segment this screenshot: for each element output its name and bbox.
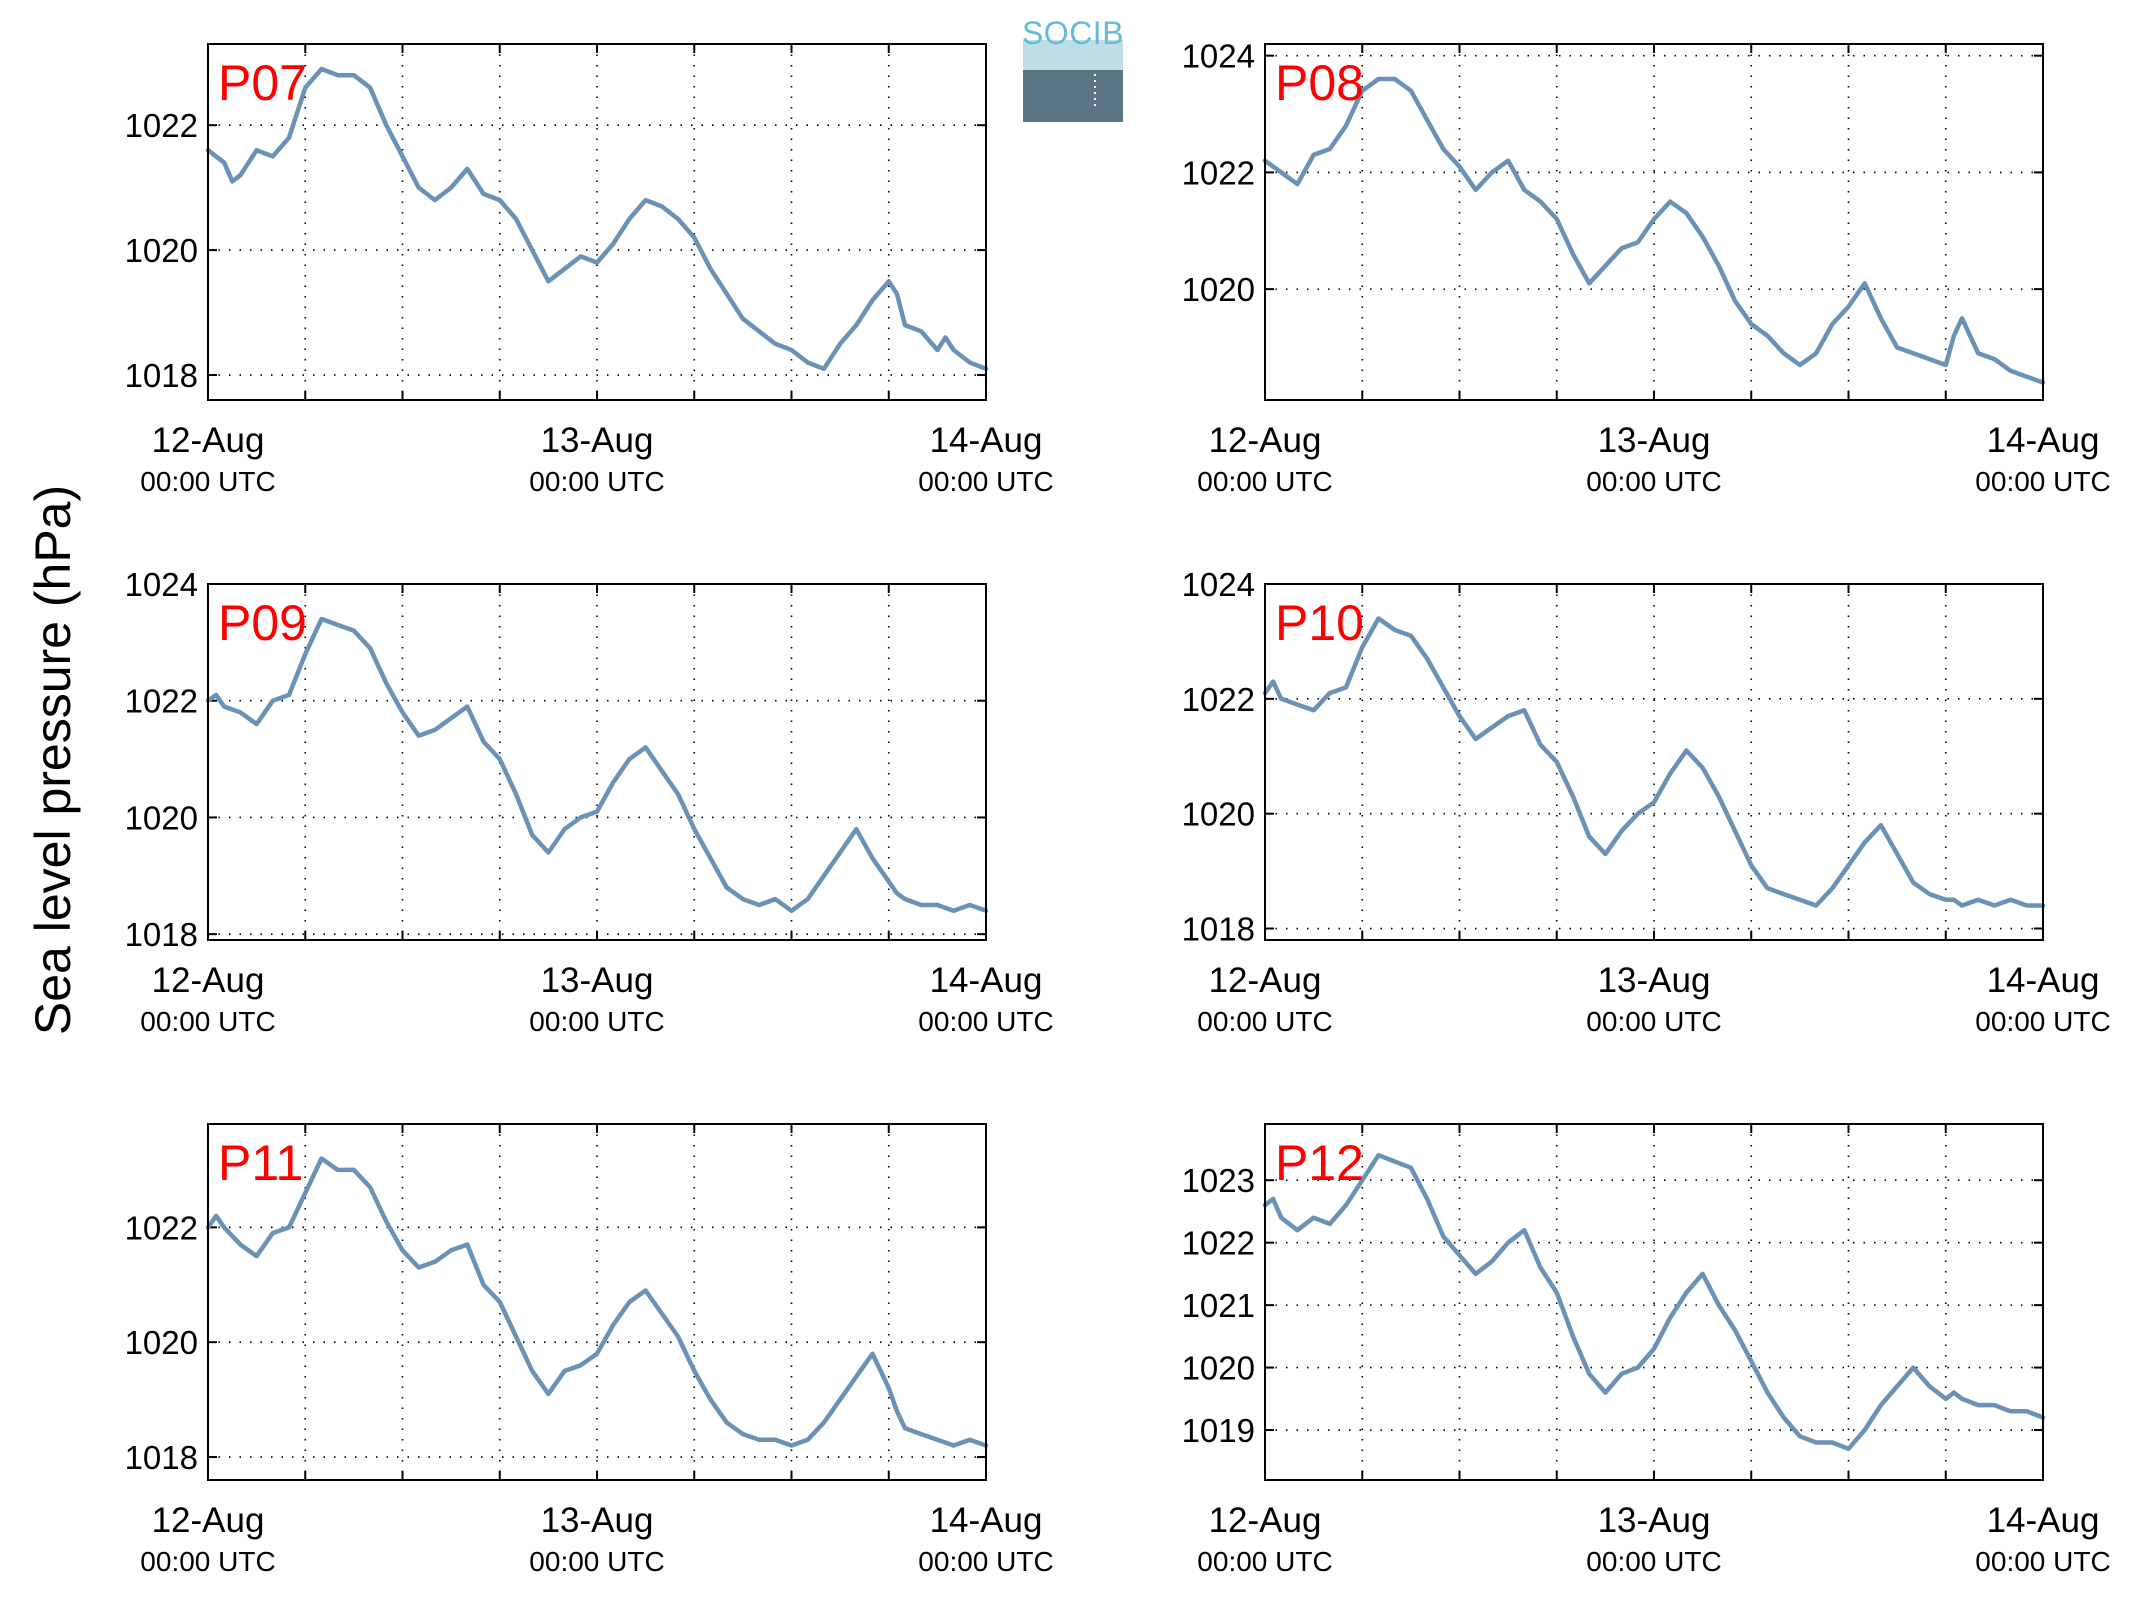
plot-frame	[207, 1123, 987, 1481]
panel-label: P12	[1275, 1135, 1364, 1191]
x-tick-date-label: 14-Aug	[1987, 421, 2100, 460]
y-tick-label: 1022	[1182, 681, 1255, 718]
pressure-series-line	[1262, 1152, 2046, 1452]
y-tick-label: 1020	[1182, 796, 1255, 833]
x-tick-time-label: 00:00 UTC	[1586, 1006, 1721, 1037]
panel-label: P10	[1275, 595, 1364, 651]
y-tick-label: 1021	[1182, 1287, 1255, 1324]
x-tick-date-label: 12-Aug	[152, 1501, 265, 1540]
y-tick-label: 1022	[125, 683, 198, 720]
x-tick-date-label: 14-Aug	[930, 421, 1043, 460]
plot-frame	[1264, 1123, 2044, 1481]
x-tick-time-label: 00:00 UTC	[140, 1006, 275, 1037]
y-tick-label: 1024	[1182, 38, 1255, 75]
y-tick-label: 1020	[125, 799, 198, 836]
x-tick-time-label: 00:00 UTC	[1586, 466, 1721, 497]
y-tick-label: 1020	[125, 232, 198, 269]
panel-p09: 1018 1020 1022 1024 P09 12-Aug 00:00 UTC 13-Aug…	[125, 566, 1054, 1037]
x-tick-time-label: 00:00 UTC	[1586, 1546, 1721, 1577]
pressure-series-line	[1262, 616, 2046, 908]
y-tick-label: 1018	[1182, 911, 1255, 948]
y-tick-label: 1022	[1182, 154, 1255, 191]
x-tick-time-label: 00:00 UTC	[529, 466, 664, 497]
plot-frame	[1264, 43, 2044, 401]
pressure-series-line	[205, 616, 989, 914]
x-tick-date-label: 12-Aug	[152, 961, 265, 1000]
x-tick-date-label: 13-Aug	[1598, 1501, 1711, 1540]
x-tick-time-label: 00:00 UTC	[140, 1546, 275, 1577]
x-tick-date-label: 14-Aug	[1987, 961, 2100, 1000]
y-tick-label: 1024	[1182, 566, 1255, 603]
y-tick-label: 1022	[1182, 1225, 1255, 1262]
x-tick-date-label: 13-Aug	[1598, 421, 1711, 460]
socib-logo: SOCIB	[1022, 15, 1124, 122]
panel-p11: 1018 1020 1022 P11 12-Aug 00:00 UTC 13-Aug 00:0…	[125, 1123, 1054, 1577]
x-tick-date-label: 14-Aug	[930, 1501, 1043, 1540]
pressure-series-line	[1262, 76, 2046, 385]
x-tick-date-label: 12-Aug	[1209, 1501, 1322, 1540]
y-tick-label: 1022	[125, 107, 198, 144]
panel-p12: 1019 1020 1021 1022 1023 P12 12-Aug 00:00 UTC 13…	[1182, 1123, 2111, 1577]
panel-label: P09	[218, 595, 307, 651]
x-tick-time-label: 00:00 UTC	[1975, 466, 2110, 497]
y-tick-label: 1023	[1182, 1162, 1255, 1199]
x-tick-time-label: 00:00 UTC	[529, 1546, 664, 1577]
panels: 1018 1020 1022 P07 12-Aug 00:00 UTC 13-Aug 00:0…	[125, 38, 2111, 1577]
x-tick-date-label: 12-Aug	[1209, 421, 1322, 460]
y-tick-label: 1019	[1182, 1412, 1255, 1449]
x-tick-time-label: 00:00 UTC	[918, 1006, 1053, 1037]
x-tick-date-label: 13-Aug	[541, 421, 654, 460]
y-tick-label: 1020	[1182, 1350, 1255, 1387]
logo-sky	[1023, 40, 1123, 70]
x-tick-time-label: 00:00 UTC	[140, 466, 275, 497]
plot-frame	[1264, 583, 2044, 941]
panel-p07: 1018 1020 1022 P07 12-Aug 00:00 UTC 13-Aug 00:0…	[125, 43, 1054, 497]
logo-text: SOCIB	[1022, 15, 1124, 51]
y-tick-label: 1018	[125, 916, 198, 953]
y-axis-title: Sea level pressure (hPa)	[25, 485, 81, 1035]
y-tick-label: 1020	[125, 1324, 198, 1361]
panel-p08: 1020 1022 1024 P08 12-Aug 00:00 UTC 13-Aug 00:0…	[1182, 38, 2111, 497]
x-tick-time-label: 00:00 UTC	[1975, 1546, 2110, 1577]
panel-label: P11	[218, 1135, 303, 1191]
x-tick-date-label: 14-Aug	[930, 961, 1043, 1000]
panel-label: P08	[1275, 55, 1364, 111]
x-tick-date-label: 12-Aug	[152, 421, 265, 460]
x-tick-date-label: 13-Aug	[1598, 961, 1711, 1000]
logo-sea	[1023, 70, 1123, 122]
x-tick-date-label: 14-Aug	[1987, 1501, 2100, 1540]
x-tick-time-label: 00:00 UTC	[1197, 1006, 1332, 1037]
plot-frame	[207, 583, 987, 941]
y-tick-label: 1018	[125, 1439, 198, 1476]
panel-label: P07	[218, 55, 307, 111]
y-tick-label: 1020	[1182, 271, 1255, 308]
x-tick-time-label: 00:00 UTC	[529, 1006, 664, 1037]
pressure-series-line	[205, 66, 989, 372]
panel-p10: 1018 1020 1022 1024 P10 12-Aug 00:00 UTC 13-Aug…	[1182, 566, 2111, 1037]
pressure-series-line	[205, 1156, 989, 1448]
plot-frame	[207, 43, 987, 401]
x-tick-date-label: 13-Aug	[541, 961, 654, 1000]
x-tick-date-label: 12-Aug	[1209, 961, 1322, 1000]
y-tick-label: 1018	[125, 357, 198, 394]
x-tick-date-label: 13-Aug	[541, 1501, 654, 1540]
x-tick-time-label: 00:00 UTC	[918, 466, 1053, 497]
x-tick-time-label: 00:00 UTC	[918, 1546, 1053, 1577]
y-tick-label: 1022	[125, 1209, 198, 1246]
x-tick-time-label: 00:00 UTC	[1197, 1546, 1332, 1577]
x-tick-time-label: 00:00 UTC	[1197, 466, 1332, 497]
x-tick-time-label: 00:00 UTC	[1975, 1006, 2110, 1037]
y-tick-label: 1024	[125, 566, 198, 603]
